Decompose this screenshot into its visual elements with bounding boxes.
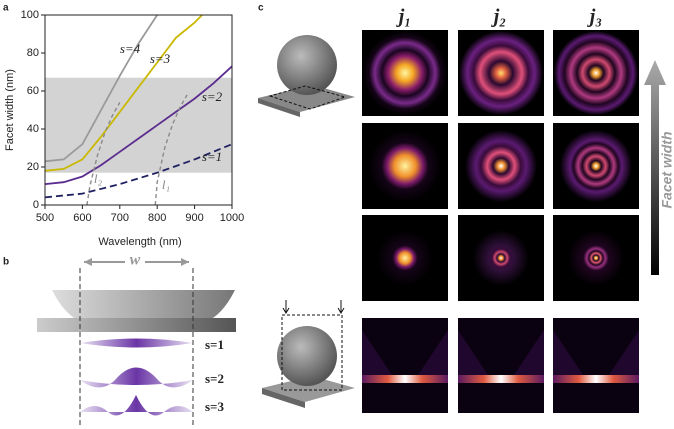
column-header: j₃ xyxy=(587,6,603,28)
panel-label: b xyxy=(3,257,9,268)
field-map xyxy=(473,230,529,286)
facet-arrow xyxy=(644,60,666,275)
field-cut xyxy=(458,330,544,375)
series-line xyxy=(44,14,158,163)
label-bg xyxy=(125,252,145,270)
series-label: s=2 xyxy=(202,89,223,104)
substrate xyxy=(258,98,300,117)
mode-profile xyxy=(80,395,193,416)
cut-plane xyxy=(281,314,343,391)
field-map xyxy=(377,230,433,286)
series-label: s=4 xyxy=(120,41,141,56)
mode-profile xyxy=(80,338,193,348)
sphere xyxy=(277,326,337,386)
plot-frame xyxy=(44,14,233,206)
x-tick-label: 900 xyxy=(185,212,203,224)
x-tick-label: 500 xyxy=(36,212,54,224)
field-cut xyxy=(553,330,639,375)
field-map xyxy=(554,31,638,115)
x-tick-label: 800 xyxy=(148,212,166,224)
field-cut xyxy=(553,375,639,383)
field-map xyxy=(568,230,624,286)
substrate xyxy=(37,318,236,332)
column-header: j₁ xyxy=(396,6,412,28)
mode-label: s=1 xyxy=(205,337,224,352)
series-label: l₂ xyxy=(94,171,103,186)
x-tick-label: 1000 xyxy=(220,212,244,224)
field-map xyxy=(363,31,447,115)
y-tick-label: 20 xyxy=(27,161,39,173)
series-line xyxy=(86,102,121,206)
series-label: s=1 xyxy=(202,149,222,164)
series-line xyxy=(44,14,203,172)
series-line xyxy=(44,65,233,185)
column-header: j₂ xyxy=(491,6,507,28)
y-tick-label: 0 xyxy=(33,199,39,211)
mode-label: s=2 xyxy=(205,371,224,386)
substrate xyxy=(258,85,355,112)
y-tick-label: 40 xyxy=(27,123,39,135)
arrow xyxy=(282,300,345,314)
series-label: s=3 xyxy=(150,51,171,66)
y-axis-label: Facet width (nm) xyxy=(4,69,16,151)
field-map xyxy=(560,130,632,202)
panel-label: a xyxy=(3,3,9,14)
field-map xyxy=(465,130,537,202)
x-axis-label: Wavelength (nm) xyxy=(98,236,181,248)
mode-profile xyxy=(80,367,193,388)
arrow-label: Facet width xyxy=(659,131,674,208)
facet xyxy=(268,85,347,110)
mode-label: s=3 xyxy=(205,399,224,414)
field-map xyxy=(369,130,441,202)
lens xyxy=(52,290,235,322)
y-tick-label: 100 xyxy=(21,9,39,21)
field-map xyxy=(459,31,543,115)
y-tick-label: 80 xyxy=(27,47,39,59)
substrate xyxy=(262,388,305,408)
panel-b: w s=1 s=2 s=3 xyxy=(37,252,236,425)
field-cut xyxy=(458,375,544,383)
x-tick-label: 600 xyxy=(73,212,91,224)
x-tick-label: 700 xyxy=(111,212,129,224)
field-cut xyxy=(362,375,448,383)
panel-c: j₁ j₂ j₃ Facet width xyxy=(258,6,674,413)
field-cut xyxy=(362,330,448,375)
sphere xyxy=(277,35,337,95)
y-tick-label: 60 xyxy=(27,85,39,97)
substrate xyxy=(262,376,355,402)
series-label: l₁ xyxy=(162,177,170,192)
width-label: w xyxy=(130,252,141,269)
line-chart: s=4 s=3 s=2 s=1 l₂ l₁ 500 600 700 800 900 1000 0 20 40… xyxy=(21,9,245,224)
panel-label: c xyxy=(258,3,264,14)
